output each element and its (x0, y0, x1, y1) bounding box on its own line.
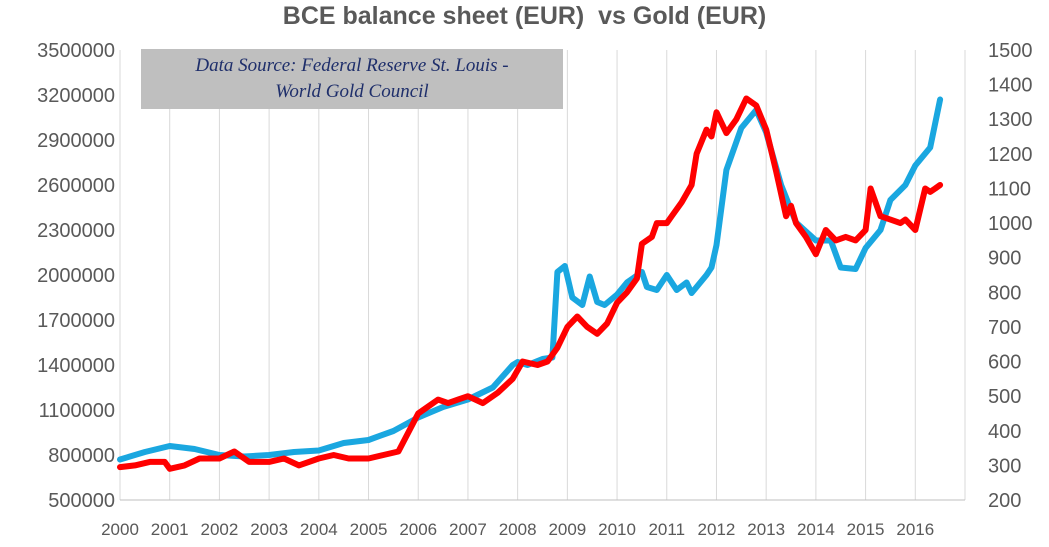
chart-title: BCE balance sheet (EUR) vs Gold (EUR) (282, 2, 767, 30)
gold-price-line (117, 95, 944, 472)
left-y-tick-label: 1400000 (37, 355, 115, 377)
left-y-tick-label: 2900000 (37, 130, 115, 152)
right-y-tick-label: 500 (988, 386, 1021, 408)
x-tick-label: 2007 (449, 520, 487, 539)
x-tick-label: 2015 (847, 520, 885, 539)
balance-sheet-line (117, 96, 944, 463)
right-y-tick-label: 400 (988, 421, 1021, 443)
x-tick-label: 2000 (101, 520, 139, 539)
right-y-tick-label: 800 (988, 282, 1021, 304)
x-tick-label: 2016 (896, 520, 934, 539)
x-tick-label: 2005 (350, 520, 388, 539)
right-y-tick-label: 1000 (988, 213, 1033, 235)
x-tick-label: 2013 (747, 520, 785, 539)
left-y-tick-label: 500000 (48, 490, 115, 512)
x-tick-label: 2011 (648, 520, 685, 539)
x-tick-label: 2008 (499, 520, 537, 539)
left-y-tick-label: 1100000 (39, 400, 115, 422)
x-tick-label: 2006 (399, 520, 437, 539)
x-tick-label: 2014 (797, 520, 835, 539)
right-y-tick-label: 300 (988, 455, 1021, 477)
x-axis: 2000 2001 2002 2003 2004 2005 2006 2007 2008 2009… (101, 520, 934, 539)
annotation-line-1: Data Source: Federal Reserve St. Louis - (195, 55, 509, 76)
x-tick-label: 2010 (598, 520, 636, 539)
right-y-axis: 200 300 400 500 600 700 800 900 1000 1100 1200 1300… (988, 40, 1033, 512)
right-y-tick-label: 1300 (988, 109, 1033, 131)
x-tick-label: 2009 (548, 520, 586, 539)
left-y-tick-label: 2600000 (37, 175, 115, 197)
x-tick-label: 2002 (200, 520, 238, 539)
left-y-tick-label: 3500000 (37, 40, 115, 62)
series-lines (117, 95, 944, 472)
right-y-tick-label: 1400 (988, 75, 1033, 97)
annotation-line-2: World Gold Council (275, 81, 429, 102)
left-y-tick-label: 3200000 (37, 85, 115, 107)
x-tick-label: 2001 (151, 520, 189, 539)
x-tick-label: 2003 (250, 520, 288, 539)
right-y-tick-label: 900 (988, 248, 1021, 270)
x-tick-label: 2012 (698, 520, 736, 539)
right-y-tick-label: 1200 (988, 144, 1033, 166)
x-tick-label: 2004 (300, 520, 338, 539)
left-y-tick-label: 2000000 (37, 265, 115, 287)
right-y-tick-label: 700 (988, 317, 1021, 339)
left-y-tick-label: 800000 (48, 445, 115, 467)
data-source-annotation: Data Source: Federal Reserve St. Louis -… (141, 49, 563, 109)
gridlines (119, 50, 966, 501)
left-y-tick-label: 2300000 (37, 220, 115, 242)
right-y-tick-label: 600 (988, 352, 1021, 374)
right-y-tick-label: 1100 (988, 178, 1031, 200)
right-y-tick-label: 1500 (988, 40, 1033, 62)
left-y-axis: 500000 800000 1100000 1400000 1700000 2000000… (37, 40, 115, 512)
left-y-tick-label: 1700000 (37, 310, 115, 332)
right-y-tick-label: 200 (988, 490, 1021, 512)
